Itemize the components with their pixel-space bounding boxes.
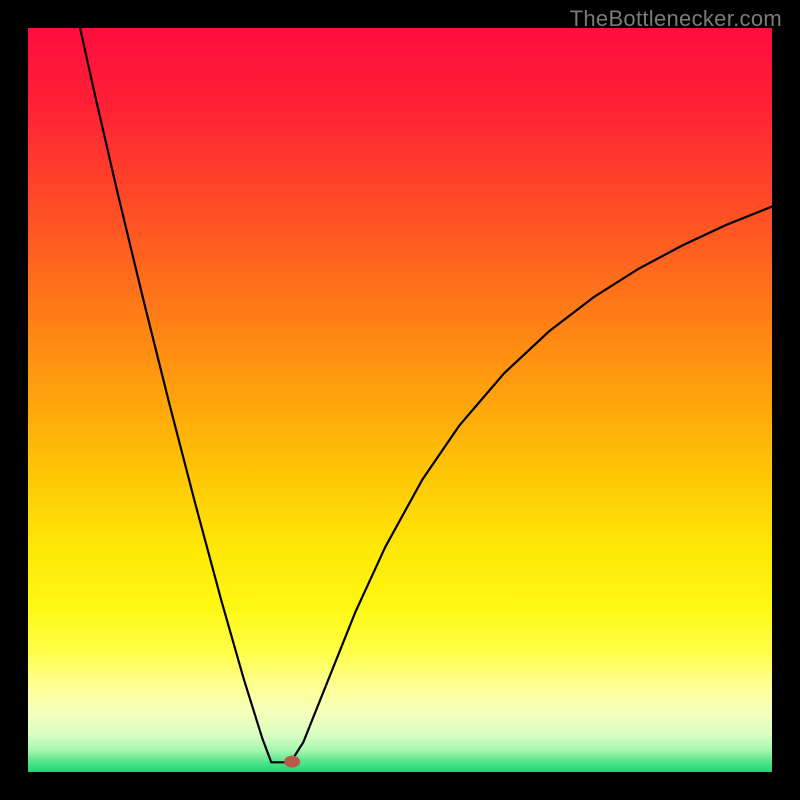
curve-path [80, 28, 772, 762]
chart-frame [28, 28, 772, 772]
watermark-text: TheBottlenecker.com [570, 6, 782, 32]
minimum-marker [284, 756, 300, 768]
bottleneck-curve [28, 28, 772, 772]
plot-area [28, 28, 772, 772]
